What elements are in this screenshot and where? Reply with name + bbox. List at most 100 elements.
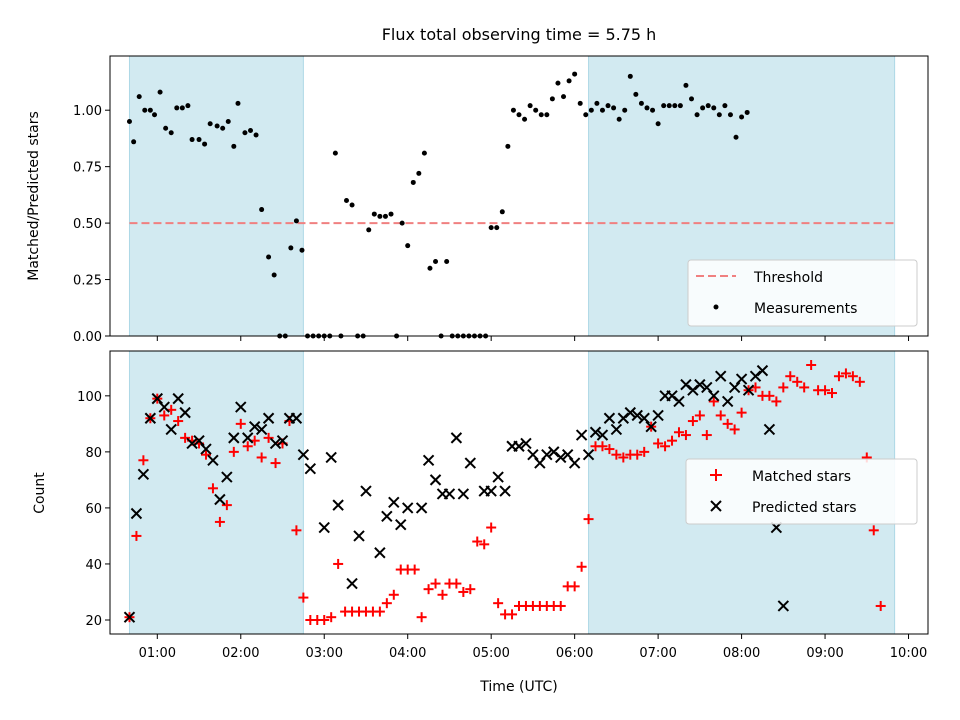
predicted-point [610,423,623,436]
measurement-point [744,109,750,115]
predicted-point [255,423,268,436]
measurement-point [196,137,202,143]
top-y-axis-label: Matched/Predicted stars [26,111,42,281]
measurement-point [220,125,226,131]
matched-point [173,416,184,427]
measurement-point [622,107,628,113]
measurement-point [142,107,148,113]
shaded-interval-0 [128,55,304,337]
measurement-point [522,116,528,122]
bottom-panel: 20 40 60 80 100 01:00 02:00 03:00 04:00 05:00 06:… [32,350,929,695]
predicted-point [603,412,616,424]
matched-point [479,539,490,550]
predicted-point [346,577,358,590]
predicted-point [541,448,553,461]
predicted-point [242,432,254,444]
matched-point [430,578,441,589]
predicted-point [464,457,477,469]
predicted-point [652,409,664,422]
measurement-point [421,150,427,156]
measurement-point [332,150,338,156]
measurement-point [179,105,185,111]
x-tick-label: 07:00 [639,646,676,661]
predicted-point [638,412,650,424]
x-tick-label: 02:00 [222,646,259,661]
predicted-point [728,381,741,394]
legend-measurements-swatch [713,304,719,310]
y-tick-label: 20 [85,614,102,629]
predicted-point [165,423,177,436]
matched-point [472,536,483,547]
predicted-point [402,502,414,514]
matched-point [298,592,309,603]
matched-point [583,514,594,525]
matched-point [708,396,719,407]
measurement-point [185,103,191,109]
top-y-ticks: 0.00 0.25 0.50 0.75 1.00 [73,104,110,345]
bottom-y-ticks: 20 40 60 80 100 [77,390,110,629]
predicted-point [186,437,198,450]
bottom-y-axis-label: Count [32,472,48,514]
predicted-point [735,373,748,385]
matched-point [771,396,782,407]
matched-point [653,438,664,449]
matched-point [319,614,330,625]
predicted-point [353,530,365,542]
x-tick-label: 01:00 [139,646,176,661]
matched-point [207,483,218,494]
measurement-point [168,130,174,136]
predicted-point [395,519,407,531]
bottom-legend-box [685,458,918,525]
matched-point [555,600,566,611]
x-tick-label: 09:00 [806,646,843,661]
measurement-point [499,209,505,215]
shaded-interval-0 [128,350,304,635]
measurement-point [136,94,142,100]
matched-point [451,578,462,589]
matched-point [868,525,879,536]
measurement-point [293,218,299,224]
measurement-point [694,112,700,118]
measurement-point [202,141,208,147]
matched-point [785,371,796,382]
measurement-point [488,225,494,231]
predicted-point [221,471,233,483]
x-tick-label: 10:00 [890,646,927,661]
matched-point [639,446,650,457]
matched-point [576,561,587,572]
matched-point [632,449,643,460]
measurement-point [616,116,622,122]
x-axis-label: Time (UTC) [479,679,557,695]
legend-predicted-swatch [710,500,722,512]
predicted-point [492,471,504,483]
predicted-point [701,381,713,394]
predicted-point [527,448,539,461]
measurement-point [510,107,516,113]
legend-predicted-label: Predicted stars [752,500,857,516]
predicted-point [228,432,240,444]
predicted-point [582,448,595,461]
predicted-point [137,468,150,480]
measurement-point [405,243,411,249]
predicted-point [235,401,247,413]
matched-point [660,441,671,452]
predicted-point [763,423,776,436]
measurement-point [410,179,416,185]
predicted-point [673,395,685,408]
predicted-point [151,392,164,405]
predicted-point [262,412,275,424]
measurement-point [739,114,745,120]
bottom-count-points [123,360,886,625]
predicted-point [450,432,463,444]
measurement-point [527,103,533,109]
matched-point [701,430,712,441]
predicted-point [742,384,755,396]
x-tick-label: 04:00 [389,646,426,661]
predicted-point [374,547,386,559]
predicted-point [596,429,609,441]
predicted-point [555,451,567,464]
matched-point [764,390,775,401]
measurement-point [377,213,383,219]
measurement-point [672,103,678,109]
